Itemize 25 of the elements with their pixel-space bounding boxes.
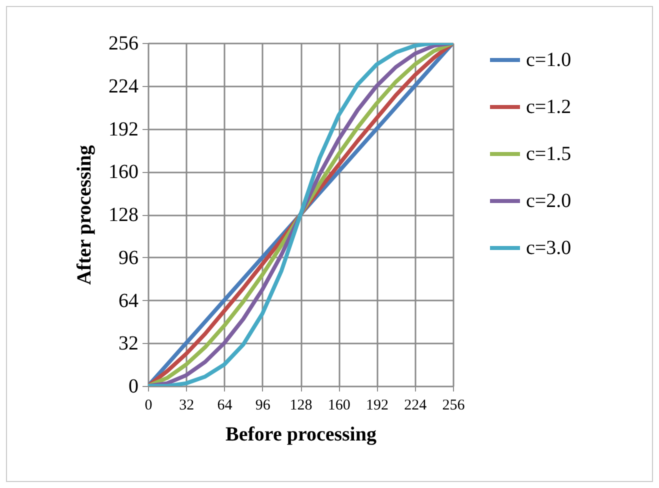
y-tick-label: 32: [118, 332, 138, 355]
legend-label: c=2.0: [526, 190, 572, 212]
x-tick-label: 64: [217, 398, 233, 414]
legend-label: c=3.0: [526, 237, 572, 259]
x-tick-label: 224: [404, 398, 428, 414]
legend-label: c=1.2: [526, 96, 572, 118]
y-tick-label: 64: [118, 290, 138, 312]
x-tick-label: 0: [144, 398, 152, 414]
x-tick-label: 32: [179, 398, 194, 414]
y-tick-label: 0: [128, 376, 138, 398]
y-tick-label: 224: [108, 75, 138, 98]
y-tick-label: 160: [108, 161, 138, 184]
y-tick-label: 128: [108, 204, 138, 226]
x-tick-label: 192: [366, 398, 388, 414]
x-tick-label: 256: [442, 398, 466, 414]
y-axis-title: After processing: [74, 145, 96, 285]
legend-label: c=1.5: [526, 143, 572, 165]
x-tick-label: 128: [290, 398, 312, 414]
y-tick-label: 256: [108, 32, 138, 54]
y-tick-label: 96: [118, 246, 138, 269]
x-tick-label: 96: [255, 398, 271, 414]
legend-label: c=1.0: [526, 49, 572, 71]
y-tick-label: 192: [108, 118, 138, 140]
x-tick-label: 160: [328, 398, 350, 414]
x-axis-title: Before processing: [226, 424, 376, 446]
